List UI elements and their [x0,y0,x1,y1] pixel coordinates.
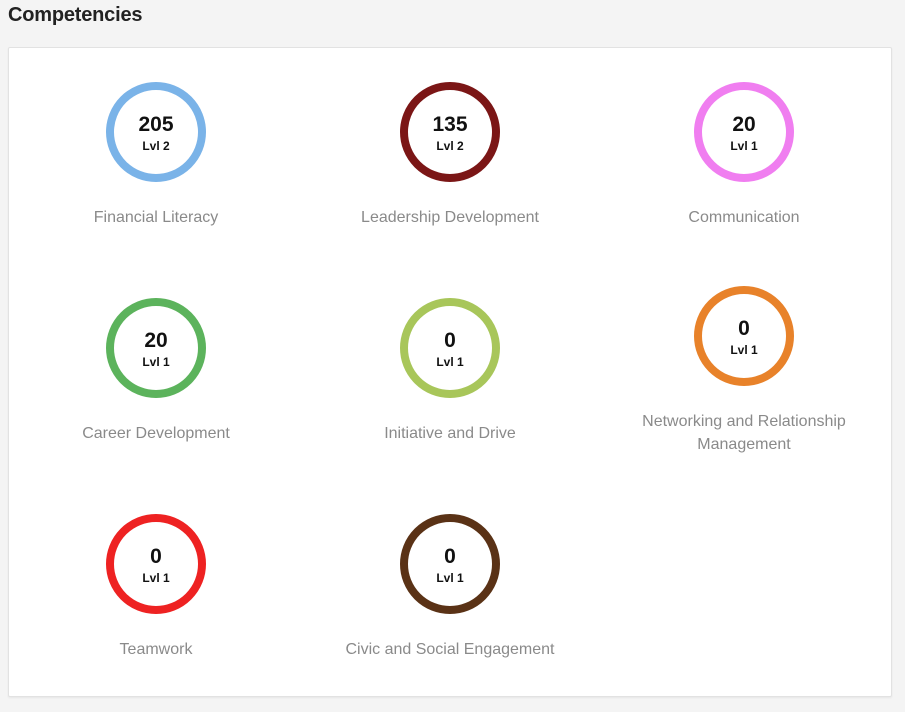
competency-ring: 205 Lvl 2 [106,82,206,182]
competency-teamwork[interactable]: 0 Lvl 1 Teamwork [16,514,296,661]
competency-points: 0 [444,544,456,568]
competency-points: 0 [444,328,456,352]
competency-ring: 0 Lvl 1 [400,514,500,614]
competency-ring: 135 Lvl 2 [400,82,500,182]
competency-points: 135 [432,112,468,136]
competency-level: Lvl 1 [730,342,758,357]
competency-ring: 0 Lvl 1 [106,514,206,614]
competency-ring: 0 Lvl 1 [400,298,500,398]
competency-level: Lvl 1 [142,570,170,585]
competency-leadership-development[interactable]: 135 Lvl 2 Leadership Development [310,82,590,229]
competency-initiative-and-drive[interactable]: 0 Lvl 1 Initiative and Drive [310,298,590,445]
competency-points: 0 [150,544,162,568]
competency-points: 20 [732,112,756,136]
competency-label: Career Development [82,425,230,442]
competency-label: Civic and Social Engagement [345,641,555,658]
competencies-card: 205 Lvl 2 Financial Literacy 135 Lvl 2 L… [8,47,892,697]
competency-level: Lvl 2 [436,138,464,153]
competency-level: Lvl 1 [436,570,464,585]
competency-financial-literacy[interactable]: 205 Lvl 2 Financial Literacy [16,82,296,229]
competency-communication[interactable]: 20 Lvl 1 Communication [604,82,884,229]
competency-level: Lvl 1 [142,354,170,369]
competency-points: 20 [144,328,168,352]
competency-points: 205 [138,112,174,136]
competency-label: Networking and Relationship Management [642,413,846,453]
competency-ring: 20 Lvl 1 [106,298,206,398]
competency-points: 0 [738,316,750,340]
page-title: Competencies [8,4,143,26]
competency-label: Initiative and Drive [384,425,516,442]
competency-level: Lvl 1 [730,138,758,153]
competency-label: Teamwork [119,641,193,658]
competency-label: Financial Literacy [93,209,219,226]
competency-label: Leadership Development [361,209,539,226]
competency-career-development[interactable]: 20 Lvl 1 Career Development [16,298,296,445]
competency-level: Lvl 1 [436,354,464,369]
competency-level: Lvl 2 [142,138,170,153]
competency-ring: 20 Lvl 1 [694,82,794,182]
competency-label: Communication [688,209,800,226]
competency-networking-and-relationship-management[interactable]: 0 Lvl 1 Networking and Relationship Mana… [604,286,884,456]
competency-ring: 0 Lvl 1 [694,286,794,386]
competency-civic-and-social-engagement[interactable]: 0 Lvl 1 Civic and Social Engagement [310,514,590,661]
